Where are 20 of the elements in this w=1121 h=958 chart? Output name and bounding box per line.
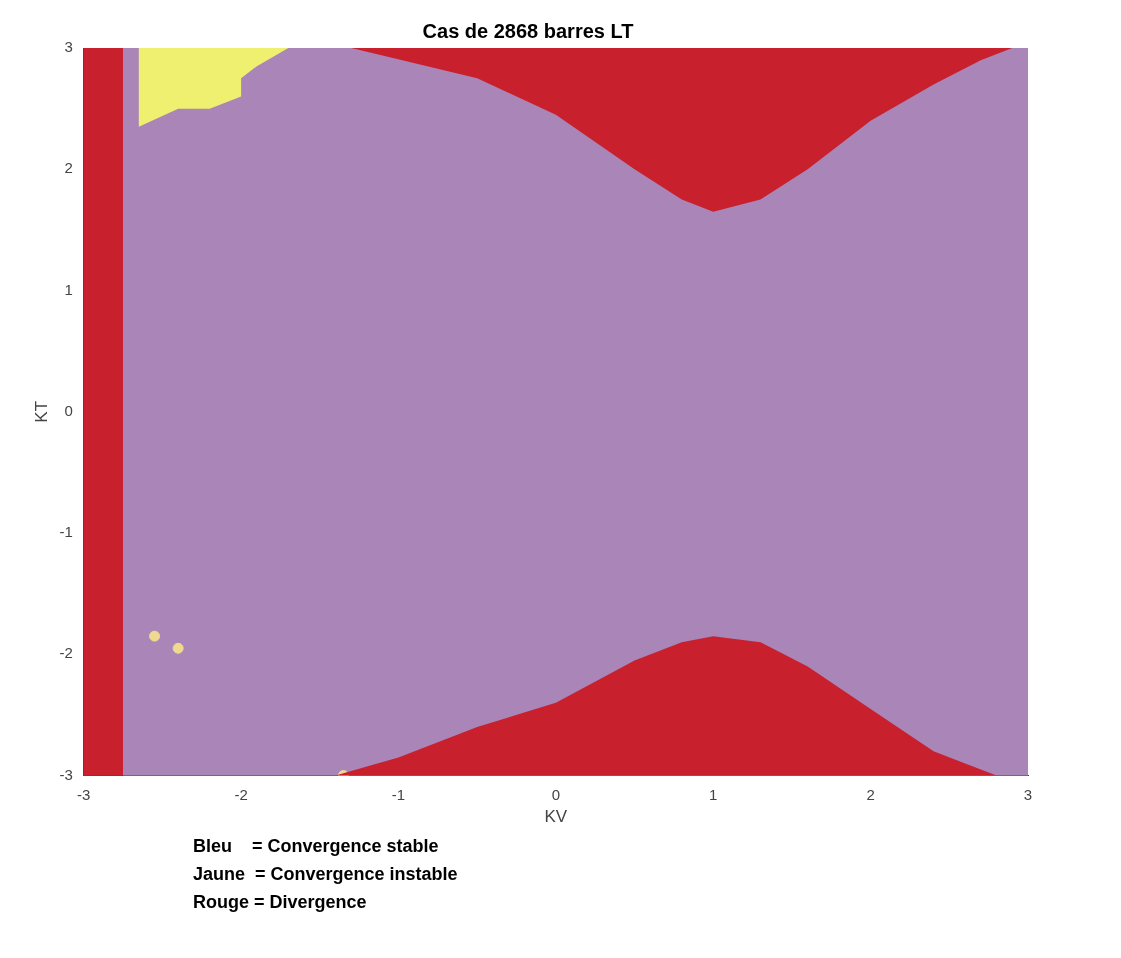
x-tick-label: 3	[1023, 785, 1033, 803]
x-tick-label: 0	[551, 785, 561, 803]
x-axis-title: KV	[544, 807, 568, 827]
y-tick-label: 0	[64, 401, 73, 419]
y-tick-label: 3	[64, 38, 73, 56]
x-tick-label: -2	[234, 785, 248, 803]
x-tick-label: -3	[77, 785, 91, 803]
text: Rouge = Divergence	[193, 891, 368, 914]
text: Jaune = Convergence instable	[193, 863, 459, 886]
y-tick-label: -1	[59, 523, 73, 541]
y-tick-label: 1	[64, 280, 73, 298]
y-axis-title: KT	[31, 400, 51, 423]
y-tick-label: 2	[64, 159, 73, 177]
text: Bleu = Convergence stable	[193, 835, 440, 858]
x-tick-label: 2	[866, 785, 875, 803]
y-tick-label: -3	[59, 765, 73, 783]
x-tick-label: -1	[391, 785, 406, 803]
y-tick-label: -2	[59, 644, 73, 662]
x-tick-label: 1	[709, 785, 718, 803]
chart-title: Cas de 2868 barres LT	[422, 19, 634, 42]
